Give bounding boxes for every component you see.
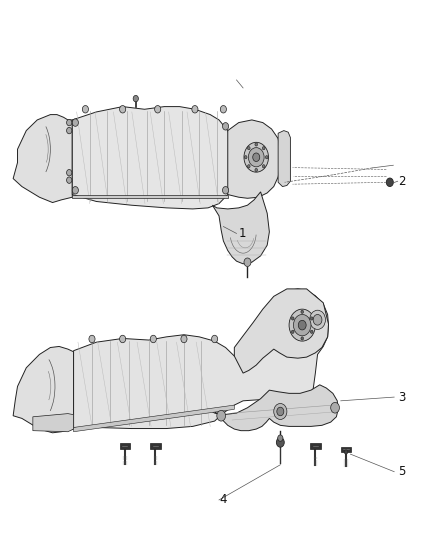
- Circle shape: [289, 309, 315, 341]
- Text: 5: 5: [399, 465, 406, 478]
- FancyBboxPatch shape: [341, 447, 351, 452]
- Circle shape: [248, 148, 264, 167]
- Polygon shape: [74, 405, 234, 432]
- Polygon shape: [33, 414, 74, 432]
- Circle shape: [212, 335, 218, 343]
- Text: 2: 2: [399, 175, 406, 188]
- Polygon shape: [210, 385, 338, 431]
- Circle shape: [67, 169, 72, 176]
- Circle shape: [277, 407, 284, 416]
- Circle shape: [67, 127, 72, 134]
- Circle shape: [301, 310, 304, 313]
- Polygon shape: [228, 120, 280, 198]
- Circle shape: [72, 187, 78, 194]
- Polygon shape: [74, 289, 328, 429]
- Circle shape: [255, 143, 258, 146]
- Polygon shape: [234, 289, 328, 373]
- Polygon shape: [278, 131, 290, 187]
- Circle shape: [155, 106, 161, 113]
- Circle shape: [244, 258, 251, 266]
- Circle shape: [223, 123, 229, 130]
- Circle shape: [262, 165, 265, 168]
- Circle shape: [276, 438, 284, 447]
- Circle shape: [291, 317, 294, 320]
- Circle shape: [311, 330, 313, 334]
- Circle shape: [293, 314, 311, 336]
- Circle shape: [244, 142, 268, 172]
- Circle shape: [311, 317, 313, 320]
- Polygon shape: [72, 107, 234, 209]
- Circle shape: [133, 95, 138, 102]
- Circle shape: [150, 335, 156, 343]
- Circle shape: [331, 402, 339, 413]
- Polygon shape: [13, 115, 72, 203]
- Circle shape: [262, 147, 265, 150]
- Circle shape: [301, 337, 304, 340]
- Circle shape: [291, 330, 294, 334]
- Circle shape: [67, 119, 72, 126]
- Circle shape: [278, 435, 283, 441]
- Circle shape: [67, 177, 72, 183]
- Circle shape: [192, 106, 198, 113]
- Circle shape: [181, 335, 187, 343]
- Circle shape: [298, 320, 306, 330]
- Circle shape: [255, 168, 258, 172]
- FancyBboxPatch shape: [120, 443, 130, 449]
- Polygon shape: [13, 346, 74, 433]
- FancyBboxPatch shape: [150, 443, 161, 449]
- Circle shape: [89, 335, 95, 343]
- Text: 4: 4: [219, 494, 226, 506]
- Circle shape: [220, 106, 226, 113]
- Circle shape: [247, 165, 250, 168]
- Circle shape: [120, 335, 126, 343]
- Circle shape: [386, 178, 393, 187]
- Circle shape: [313, 314, 322, 325]
- FancyBboxPatch shape: [310, 443, 321, 449]
- Text: 1: 1: [239, 227, 246, 240]
- Circle shape: [274, 403, 287, 419]
- Circle shape: [247, 147, 250, 150]
- Circle shape: [217, 410, 226, 421]
- Circle shape: [253, 153, 260, 161]
- Circle shape: [344, 450, 348, 454]
- Text: 3: 3: [399, 391, 406, 403]
- Circle shape: [310, 310, 325, 329]
- Polygon shape: [72, 195, 228, 198]
- Circle shape: [82, 106, 88, 113]
- Circle shape: [265, 156, 268, 159]
- Circle shape: [120, 106, 126, 113]
- Circle shape: [244, 156, 247, 159]
- Circle shape: [223, 187, 229, 194]
- Circle shape: [72, 119, 78, 126]
- Polygon shape: [212, 192, 269, 264]
